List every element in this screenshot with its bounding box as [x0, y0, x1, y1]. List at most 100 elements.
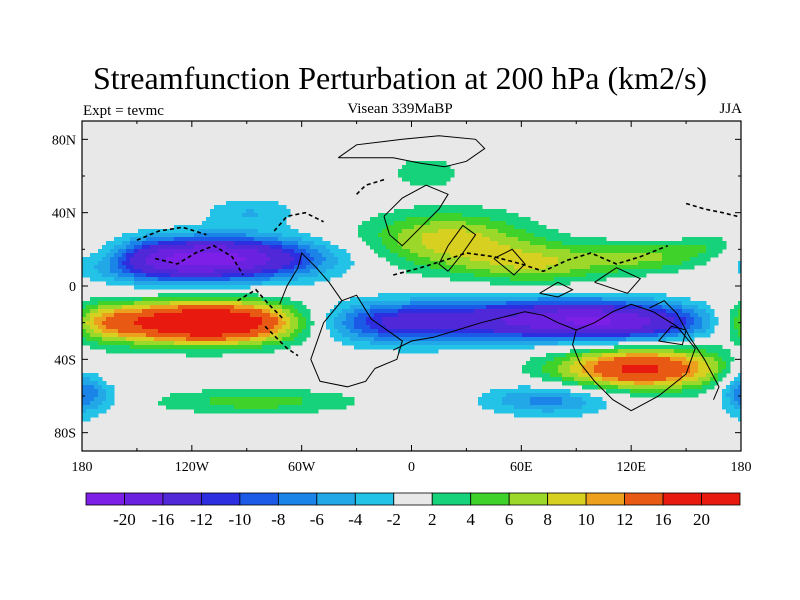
- contour-cell: [546, 365, 551, 370]
- contour-cell: [254, 249, 259, 254]
- contour-cell: [546, 301, 551, 306]
- contour-cell: [150, 325, 155, 330]
- contour-cell: [274, 301, 279, 306]
- contour-cell: [262, 237, 267, 242]
- contour-cell: [86, 341, 91, 346]
- contour-cell: [446, 341, 451, 346]
- contour-cell: [138, 321, 143, 326]
- contour-cell: [598, 245, 603, 250]
- contour-cell: [206, 309, 211, 314]
- contour-cell: [430, 309, 435, 314]
- contour-cell: [446, 173, 451, 178]
- contour-cell: [214, 237, 219, 242]
- contour-cell: [154, 253, 159, 258]
- contour-cell: [642, 321, 647, 326]
- contour-cell: [482, 297, 487, 302]
- contour-cell: [634, 293, 639, 298]
- contour-cell: [222, 277, 227, 282]
- contour-cell: [506, 397, 511, 402]
- contour-cell: [286, 345, 291, 350]
- contour-cell: [382, 253, 387, 258]
- contour-cell: [502, 305, 507, 310]
- contour-cell: [590, 269, 595, 274]
- contour-cell: [214, 221, 219, 226]
- contour-cell: [314, 257, 319, 262]
- contour-cell: [438, 317, 443, 322]
- contour-cell: [522, 389, 527, 394]
- contour-cell: [522, 233, 527, 238]
- contour-cell: [574, 261, 579, 266]
- contour-cell: [274, 261, 279, 266]
- contour-cell: [82, 409, 87, 414]
- contour-cell: [398, 213, 403, 218]
- contour-cell: [290, 245, 295, 250]
- contour-cell: [354, 309, 359, 314]
- contour-cell: [418, 241, 423, 246]
- contour-cell: [394, 329, 399, 334]
- contour-cell: [278, 241, 283, 246]
- contour-cell: [306, 269, 311, 274]
- contour-cell: [566, 317, 571, 322]
- contour-cell: [558, 249, 563, 254]
- contour-cell: [474, 333, 479, 338]
- contour-cell: [202, 229, 207, 234]
- contour-cell: [542, 261, 547, 266]
- contour-cell: [602, 381, 607, 386]
- contour-cell: [238, 233, 243, 238]
- contour-cell: [262, 273, 267, 278]
- contour-cell: [194, 237, 199, 242]
- contour-cell: [522, 325, 527, 330]
- contour-cell: [294, 337, 299, 342]
- contour-cell: [550, 413, 555, 418]
- contour-cell: [470, 293, 475, 298]
- contour-cell: [578, 305, 583, 310]
- contour-cell: [214, 397, 219, 402]
- contour-cell: [434, 241, 439, 246]
- contour-cell: [402, 301, 407, 306]
- contour-cell: [254, 317, 259, 322]
- contour-cell: [178, 301, 183, 306]
- contour-cell: [482, 333, 487, 338]
- contour-cell: [294, 245, 299, 250]
- contour-cell: [666, 309, 671, 314]
- contour-cell: [474, 225, 479, 230]
- contour-cell: [530, 321, 535, 326]
- contour-cell: [442, 181, 447, 186]
- contour-cell: [290, 341, 295, 346]
- contour-cell: [458, 317, 463, 322]
- contour-cell: [290, 249, 295, 254]
- contour-cell: [502, 253, 507, 258]
- contour-cell: [250, 205, 255, 210]
- contour-cell: [262, 337, 267, 342]
- contour-cell: [582, 409, 587, 414]
- contour-cell: [526, 293, 531, 298]
- contour-cell: [274, 305, 279, 310]
- contour-cell: [462, 245, 467, 250]
- contour-cell: [242, 293, 247, 298]
- contour-cell: [598, 265, 603, 270]
- contour-cell: [578, 377, 583, 382]
- contour-cell: [174, 265, 179, 270]
- contour-cell: [478, 209, 483, 214]
- contour-cell: [102, 401, 107, 406]
- contour-cell: [374, 313, 379, 318]
- contour-cell: [158, 401, 163, 406]
- contour-cell: [674, 345, 679, 350]
- contour-cell: [398, 293, 403, 298]
- contour-cell: [298, 273, 303, 278]
- contour-cell: [610, 321, 615, 326]
- contour-cell: [482, 305, 487, 310]
- contour-cell: [258, 249, 263, 254]
- contour-cell: [274, 233, 279, 238]
- contour-cell: [650, 385, 655, 390]
- contour-cell: [446, 209, 451, 214]
- contour-cell: [558, 269, 563, 274]
- contour-cell: [338, 257, 343, 262]
- contour-cell: [590, 405, 595, 410]
- contour-cell: [534, 305, 539, 310]
- contour-cell: [94, 397, 99, 402]
- contour-cell: [474, 209, 479, 214]
- contour-cell: [170, 245, 175, 250]
- contour-cell: [558, 401, 563, 406]
- contour-cell: [194, 253, 199, 258]
